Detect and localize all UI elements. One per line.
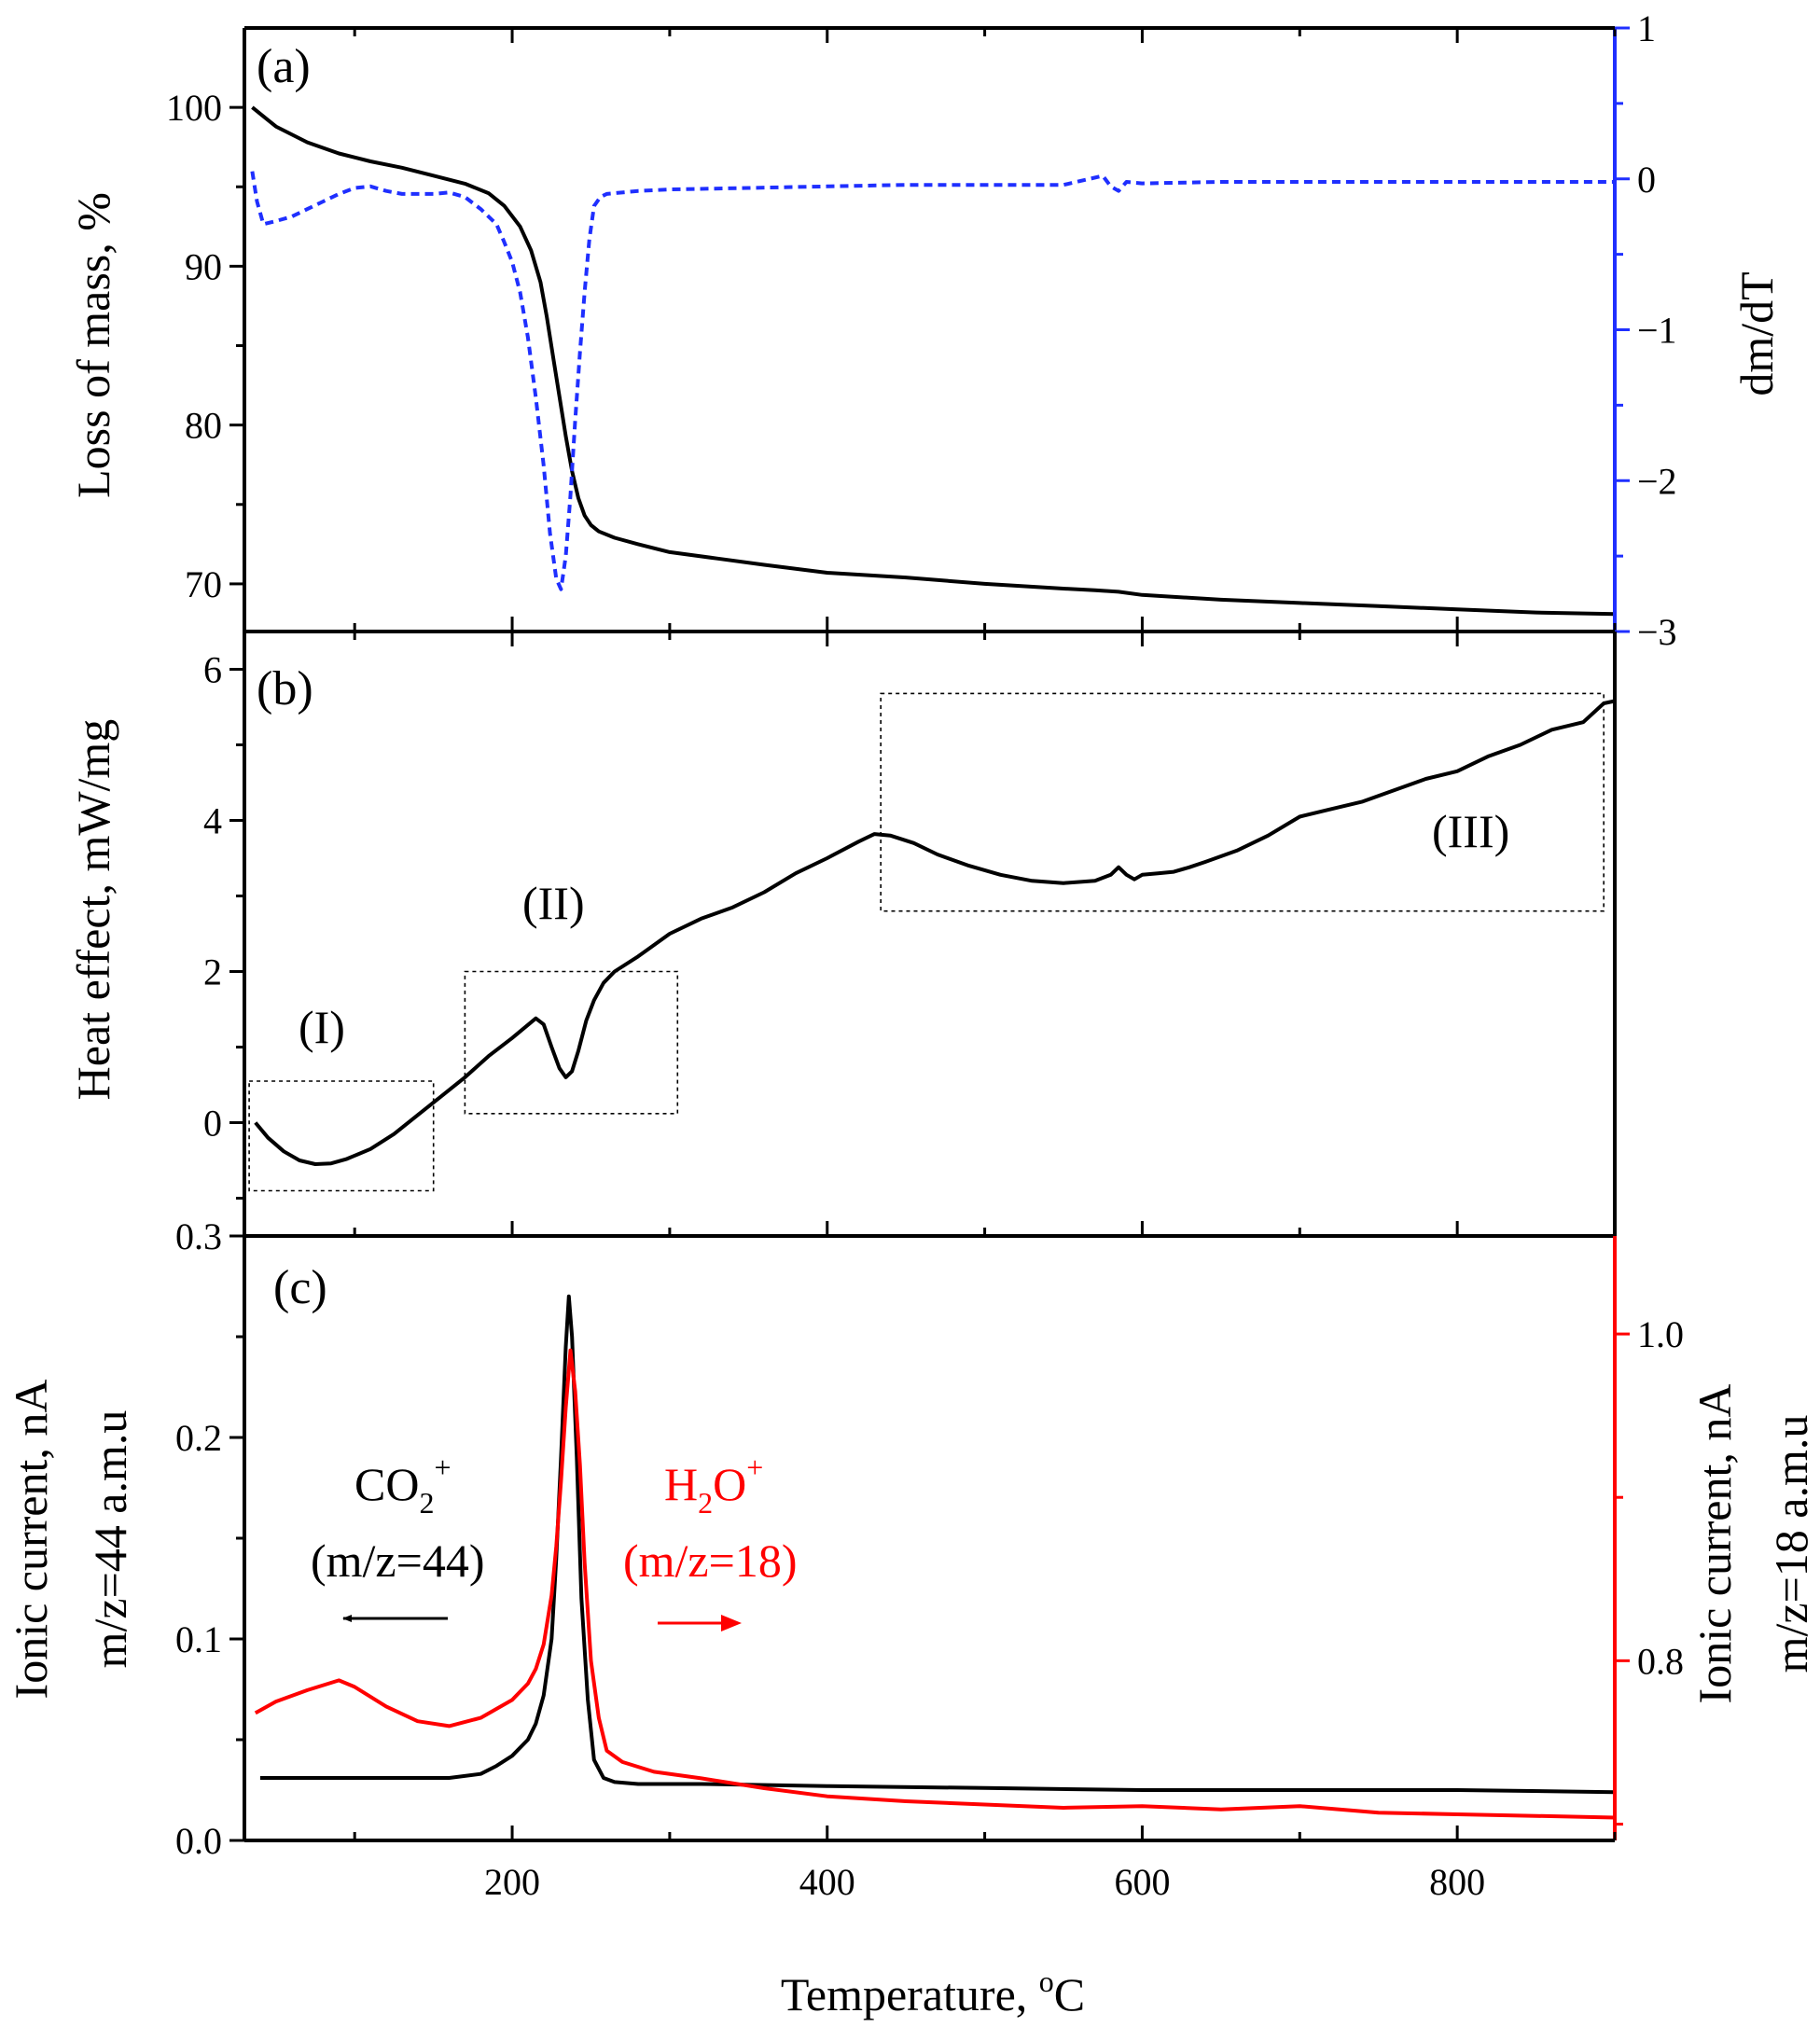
region-box-1 bbox=[248, 1080, 435, 1192]
ytick-label-c-1: 0.1 bbox=[175, 1618, 222, 1660]
xtick-label-600: 600 bbox=[1114, 1861, 1170, 1903]
panel-b: 0 2 4 6 bbox=[203, 632, 1617, 1238]
panel-a-ylabel: Loss of mass, % bbox=[67, 192, 119, 498]
panel-c-label: (c) bbox=[273, 1261, 327, 1314]
y2tick-label-a-4: 1 bbox=[1637, 7, 1656, 49]
ytick-label-b-3: 6 bbox=[203, 649, 222, 691]
ytick-label-b-0: 0 bbox=[203, 1103, 222, 1145]
panel-b-ylabel: Heat effect, mW/mg bbox=[67, 719, 119, 1101]
panel-c-ylabel-line2: m/z=44 a.m.u bbox=[84, 1410, 136, 1669]
region-box-2 bbox=[464, 970, 679, 1115]
series-b-heat bbox=[254, 699, 1616, 1166]
region-box-3 bbox=[880, 692, 1605, 912]
panel-c-ylabel-line1: Ionic current, nA bbox=[5, 1380, 57, 1700]
co2-label: CO2+ bbox=[354, 1451, 452, 1520]
h2o-arrow bbox=[658, 1615, 742, 1631]
xtick-label-400: 400 bbox=[799, 1861, 855, 1903]
region-label-III: (III) bbox=[1432, 805, 1509, 857]
ytick-label-c-2: 0.2 bbox=[175, 1417, 222, 1459]
ytick-label-c-0: 0.0 bbox=[175, 1820, 222, 1862]
co2-mz-label: (m/z=44) bbox=[311, 1534, 484, 1587]
y2tick-label-c-0: 0.8 bbox=[1637, 1640, 1684, 1682]
series-c-co2 bbox=[259, 1294, 1616, 1795]
panel-a: 70 80 90 100 −3 −2 −1 0 1 bbox=[166, 7, 1677, 653]
series-a-mass bbox=[251, 105, 1616, 617]
panel-c: 200 400 600 800 0.0 0.1 0.2 0.3 0.8 1.0 bbox=[175, 1215, 1684, 1903]
ytick-label-a-2: 90 bbox=[185, 245, 222, 287]
ytick-label-b-1: 2 bbox=[203, 951, 222, 993]
y2tick-label-a-2: −1 bbox=[1637, 310, 1677, 352]
panel-a-label: (a) bbox=[257, 40, 311, 93]
y2tick-label-a-1: −2 bbox=[1637, 460, 1677, 502]
h2o-label: H2O+ bbox=[664, 1451, 763, 1520]
series-c-h2o bbox=[254, 1348, 1616, 1820]
h2o-mz-label: (m/z=18) bbox=[623, 1534, 797, 1587]
panel-c-y2label-line1: Ionic current, nA bbox=[1688, 1384, 1741, 1704]
region-label-I: (I) bbox=[299, 1001, 345, 1053]
xtick-label-200: 200 bbox=[484, 1861, 540, 1903]
ytick-label-a-0: 70 bbox=[185, 563, 222, 605]
y2tick-label-a-0: −3 bbox=[1637, 611, 1677, 653]
ytick-label-a-3: 100 bbox=[166, 87, 222, 129]
panel-b-label: (b) bbox=[257, 662, 313, 715]
ytick-label-b-2: 4 bbox=[203, 800, 222, 842]
y2tick-label-c-1: 1.0 bbox=[1637, 1313, 1684, 1355]
region-label-II: (II) bbox=[522, 877, 585, 929]
ytick-label-a-1: 80 bbox=[185, 405, 222, 447]
panel-a-y2label: dm/dT bbox=[1730, 271, 1783, 396]
series-a-dmdt bbox=[250, 171, 1615, 591]
ytick-label-c-3: 0.3 bbox=[175, 1215, 222, 1257]
y2tick-label-a-3: 0 bbox=[1637, 159, 1656, 201]
x-axis-title: Temperature, oC bbox=[781, 1965, 1085, 2020]
panel-c-y2label-line2: m/z=18 a.m.u bbox=[1765, 1415, 1817, 1673]
xtick-label-800: 800 bbox=[1429, 1861, 1485, 1903]
